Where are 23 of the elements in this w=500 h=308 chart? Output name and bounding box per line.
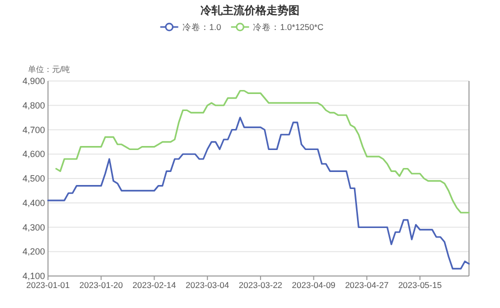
y-tick-label: 4,500 [22, 174, 45, 184]
y-tick-label: 4,200 [22, 246, 45, 257]
x-tick-label: 2023-01-01 [26, 280, 70, 290]
y-tick-label: 4,800 [22, 100, 45, 110]
y-tick-label: 4,100 [22, 271, 45, 281]
y-axis-title: 单位：元/吨 [28, 65, 70, 74]
legend-label: 冷卷：1.0 [182, 22, 222, 32]
x-tick-label: 2023-03-04 [186, 280, 230, 290]
x-tick-label: 2023-03-22 [238, 280, 283, 290]
x-tick-label: 2023-01-20 [79, 280, 124, 290]
y-tick-label: 4,300 [22, 222, 45, 232]
x-tick-label: 2023-04-09 [292, 280, 336, 290]
y-tick-label: 4,400 [22, 198, 45, 208]
line-series [55, 90, 470, 214]
y-tick-label: 4,600 [22, 149, 45, 160]
y-tick-label: 4,900 [22, 76, 45, 86]
legend-label: 冷卷：1.0*1250*C [253, 22, 324, 32]
line-series [47, 116, 470, 270]
x-tick-label: 2023-05-15 [398, 280, 442, 290]
chart-title: 冷轧主流价格走势图 [200, 4, 300, 17]
y-tick-label: 4,700 [22, 124, 45, 135]
x-tick-label: 2023-04-27 [345, 280, 389, 290]
x-tick-label: 2023-02-14 [132, 280, 176, 290]
